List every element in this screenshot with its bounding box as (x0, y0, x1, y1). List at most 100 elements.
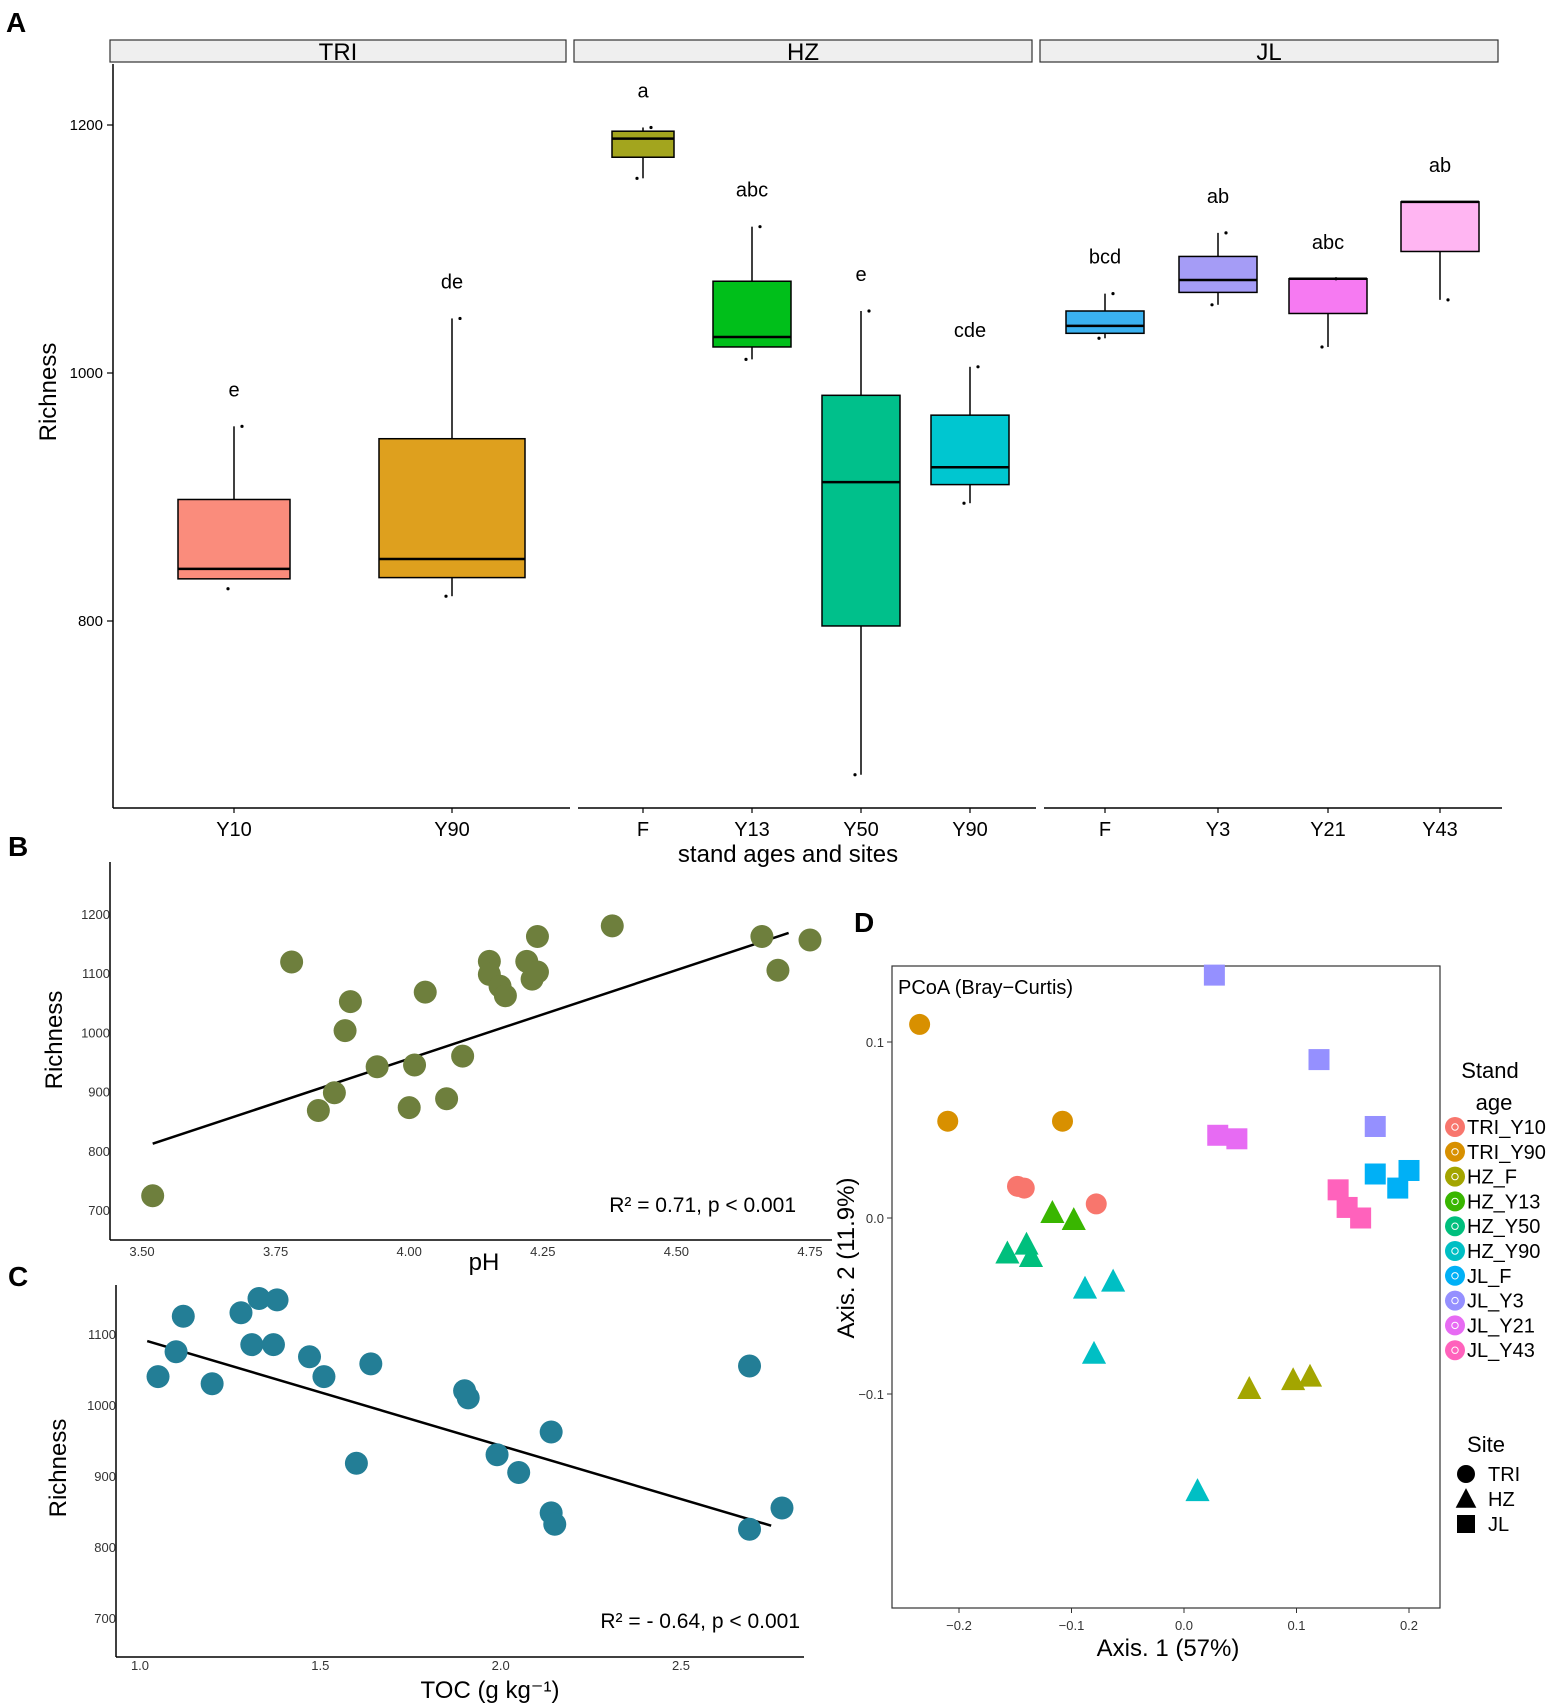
d-x-tick-label: 0.1 (1287, 1618, 1305, 1633)
legend-site-label: JL (1488, 1514, 1509, 1536)
b-fit-line (152, 931, 790, 1145)
d-plot-frame (891, 965, 1441, 1609)
c-x-tick-label: 2.0 (492, 1658, 510, 1673)
legend-swatch-ring (1451, 1148, 1459, 1156)
c-stat: R² = - 0.64, p < 0.001 (600, 1610, 800, 1633)
b-data-point (306, 1099, 330, 1123)
box-point (444, 594, 448, 598)
d-point-hz_y13 (1061, 1207, 1086, 1231)
legend-swatch-ring (1451, 1123, 1459, 1131)
b-y-tick-label: 1000 (81, 1025, 110, 1040)
b-y-tick-label: 900 (88, 1085, 110, 1100)
box-jl-y43 (1400, 201, 1480, 253)
b-x-title: pH (469, 1249, 500, 1276)
b-points (141, 914, 822, 1208)
significance-label: bcd (1089, 247, 1121, 269)
significance-label: a (637, 80, 649, 102)
a-x-tick-label: Y90 (434, 819, 470, 841)
legend-swatch (1445, 1191, 1465, 1212)
box-point (458, 316, 462, 321)
c-data-point (265, 1288, 289, 1312)
b-data-point (798, 928, 822, 952)
d-y-tick-label: −0.1 (858, 1387, 884, 1402)
c-y-title: Richness (45, 1419, 72, 1518)
c-data-point (240, 1333, 264, 1357)
legend-label: JL_Y43 (1467, 1340, 1535, 1362)
b-data-point (525, 960, 549, 984)
legend-swatch (1445, 1166, 1465, 1187)
box-point (758, 225, 762, 229)
legend-swatch (1445, 1241, 1465, 1261)
d-point-tri_y10 (1013, 1177, 1035, 1199)
c-data-point (261, 1333, 285, 1357)
a-x-tick-label: Y90 (952, 819, 988, 841)
box-point (1446, 298, 1450, 302)
strip-hz-label: HZ (787, 39, 819, 66)
d-point-jl_y3 (1308, 1049, 1330, 1071)
a-x-tick-label: Y13 (734, 819, 770, 841)
legend-label: TRI_Y10 (1467, 1117, 1546, 1139)
legend-label: HZ_Y90 (1467, 1241, 1540, 1263)
legend-swatch (1445, 1290, 1465, 1311)
significance-label: e (855, 264, 866, 286)
legend-swatch (1445, 1216, 1465, 1237)
panel-d-label: D (854, 907, 874, 938)
box-hz-f (611, 130, 675, 158)
box-point (853, 773, 857, 777)
c-data-point (229, 1301, 253, 1325)
significance-label: ab (1207, 186, 1229, 208)
c-data-point (312, 1365, 336, 1389)
box-hz-y90 (930, 414, 1010, 486)
b-y-tick-label: 1200 (81, 907, 110, 922)
legend-label: HZ_F (1467, 1167, 1517, 1189)
a-x-tick-label: Y10 (216, 819, 252, 841)
significance-label: abc (1312, 232, 1344, 254)
a-x-title: stand ages and sites (678, 841, 898, 868)
legend-stand-title-1: Stand (1461, 1058, 1519, 1083)
d-point-hz_f (1281, 1367, 1306, 1391)
c-points (146, 1287, 794, 1541)
significance-label: e (228, 379, 239, 401)
box-point (1320, 345, 1324, 349)
box-point (240, 424, 244, 428)
significance-label: ab (1429, 155, 1451, 177)
d-point-jl_f (1387, 1177, 1409, 1199)
d-point-hz_y90 (1072, 1275, 1098, 1299)
d-y-tick-label: 0.0 (866, 1211, 884, 1226)
box-point (1334, 277, 1338, 281)
c-ticks: 700 800 900 1000 1100 1.0 1.5 2.0 2.5 (87, 1327, 690, 1673)
legend-swatch-ring (1451, 1321, 1459, 1330)
c-data-point (171, 1304, 195, 1328)
legend-site-label: HZ (1488, 1489, 1515, 1511)
c-data-point (200, 1372, 224, 1396)
legend-swatch-ring (1451, 1272, 1459, 1280)
c-x-tick-label: 1.0 (131, 1658, 149, 1673)
legend-label: JL_Y21 (1467, 1315, 1535, 1337)
d-legend-stand: TRI_Y10 TRI_Y90 HZ_FHZ_Y13 HZ_Y50 HZ_Y90 JL_F… (1445, 1117, 1546, 1362)
b-data-point (365, 1055, 389, 1079)
c-y-tick-label: 900 (94, 1469, 116, 1484)
box-point (226, 587, 230, 591)
b-y-tick-label: 800 (88, 1144, 110, 1159)
d-x-tick-label: −0.1 (1059, 1618, 1085, 1633)
legend-swatch (1445, 1117, 1465, 1137)
b-data-point (766, 958, 790, 982)
d-point-tri_y90 (909, 1013, 931, 1035)
b-x-tick-label: 3.50 (129, 1244, 154, 1259)
b-y-tick-label: 700 (88, 1203, 110, 1218)
strip-jl-label: JL (1256, 39, 1281, 66)
a-x-tick-label: F (1099, 819, 1111, 841)
legend-swatch (1445, 1315, 1465, 1336)
significance-label: de (441, 271, 463, 293)
d-point-jl_y43 (1327, 1179, 1349, 1201)
box-jl-y21 (1288, 278, 1368, 315)
c-data-point (298, 1345, 322, 1369)
c-data-point (738, 1354, 762, 1378)
strip-jl (1039, 39, 1499, 63)
c-data-point (359, 1352, 383, 1376)
d-point-jl_f (1364, 1163, 1386, 1185)
c-y-tick-label: 1100 (88, 1327, 116, 1342)
d-point-jl_y43 (1350, 1207, 1372, 1229)
d-x-tick-label: −0.2 (946, 1618, 972, 1633)
legend-site-swatch (1457, 1465, 1475, 1483)
